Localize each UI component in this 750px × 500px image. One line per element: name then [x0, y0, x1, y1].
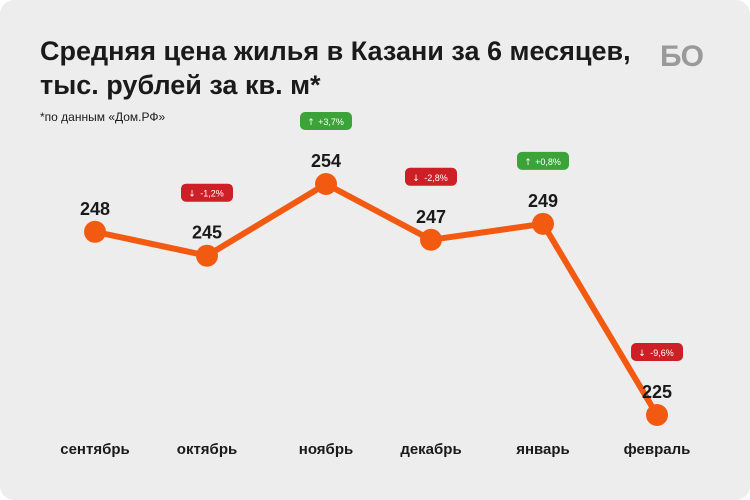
- change-badge-down: ↓ -1,2%: [181, 183, 233, 202]
- change-label: +0,8%: [535, 157, 561, 167]
- change-label: -2,8%: [424, 173, 448, 183]
- chart-title-line-1: Средняя цена жилья в Казани за 6 месяцев…: [40, 36, 631, 66]
- category-label: февраль: [624, 441, 691, 458]
- change-badge-background: [300, 112, 352, 130]
- value-label: 248: [80, 199, 110, 219]
- arrow-up-icon: ↑: [307, 118, 315, 128]
- data-point: [196, 244, 218, 267]
- arrow-down-icon: ↓: [638, 349, 646, 359]
- category-label: январь: [516, 441, 570, 458]
- arrow-down-icon: ↓: [412, 174, 420, 184]
- value-label: 247: [416, 207, 446, 227]
- category-label: сентябрь: [60, 441, 130, 458]
- change-badge-up: ↑ +3,7%: [300, 112, 352, 130]
- change-label: -9,6%: [650, 348, 674, 358]
- change-badge-down: ↓ -2,8%: [405, 167, 457, 186]
- change-badge-up: ↑ +0,8%: [517, 151, 569, 170]
- chart-title-line-2: тыс. рублей за кв. м*: [40, 70, 321, 100]
- data-point: [646, 404, 668, 426]
- data-point: [420, 228, 442, 251]
- category-label: декабрь: [400, 441, 461, 458]
- change-badge-background: [405, 167, 457, 186]
- chart-source-note: *по данным «Дом.РФ»: [40, 110, 166, 124]
- data-point: [532, 212, 554, 235]
- change-badge-down: ↓ -9,6%: [631, 343, 683, 361]
- change-badge-background: [631, 343, 683, 361]
- bo-logo: БО: [660, 40, 704, 73]
- arrow-down-icon: ↓: [188, 190, 196, 200]
- value-label: 254: [311, 151, 341, 171]
- data-point: [315, 173, 337, 195]
- value-label: 249: [528, 191, 558, 211]
- value-label: 225: [642, 382, 672, 402]
- change-badge-background: [517, 151, 569, 170]
- category-label: октябрь: [177, 441, 237, 458]
- series-line: [92, 181, 660, 418]
- category-label: ноябрь: [299, 441, 353, 458]
- value-label: 245: [192, 223, 222, 243]
- data-point: [84, 220, 106, 243]
- change-badge-background: [181, 183, 233, 202]
- change-label: +3,7%: [318, 117, 344, 127]
- chart-title: Средняя цена жилья в Казани за 6 месяцев…: [40, 34, 660, 102]
- arrow-up-icon: ↑: [524, 158, 532, 168]
- change-label: -1,2%: [200, 189, 224, 199]
